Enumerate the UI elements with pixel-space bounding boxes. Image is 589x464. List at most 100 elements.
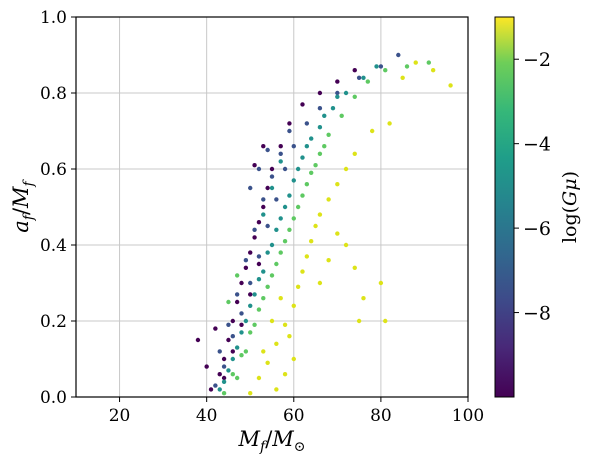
scatter-point — [269, 185, 275, 191]
scatter-point — [352, 151, 357, 156]
y-tick-label: 0.4 — [40, 236, 67, 256]
scatter-point — [326, 197, 331, 202]
scatter-point — [261, 197, 266, 202]
scatter-point — [317, 151, 323, 156]
scatter-point — [287, 128, 292, 134]
scatter-point — [217, 387, 222, 392]
scatter-point — [300, 102, 305, 107]
scatter-point — [291, 144, 296, 149]
scatter-point — [226, 299, 231, 305]
y-tick-label: 1.0 — [40, 8, 67, 28]
scatter-point — [248, 303, 253, 308]
scatter-point — [374, 64, 379, 69]
scatter-point — [322, 144, 327, 149]
scatter-point — [274, 341, 279, 346]
scatter-point — [248, 280, 253, 286]
scatter-point — [243, 258, 249, 263]
scatter-point — [343, 166, 349, 172]
scatter-point — [256, 261, 262, 267]
scatter-point — [339, 113, 344, 119]
scatter-point — [287, 121, 292, 126]
grid-lines — [76, 16, 469, 398]
scatter-point — [278, 296, 283, 301]
y-tick-label: 0.6 — [40, 160, 67, 180]
scatter-point — [378, 280, 384, 286]
x-tick-label: 60 — [283, 406, 305, 426]
scatter-point — [278, 144, 283, 149]
scatter-point — [252, 235, 257, 240]
scatter-point — [313, 163, 318, 168]
scatter-point — [291, 303, 296, 308]
scatter-point — [234, 273, 240, 278]
scatter-point — [387, 121, 392, 126]
scatter-point — [213, 383, 218, 388]
scatter-point — [278, 151, 283, 156]
scatter-point — [221, 364, 227, 369]
scatter-point — [261, 212, 266, 217]
scatter-point — [274, 387, 279, 392]
plot-frame — [75, 16, 469, 398]
scatter-point — [278, 250, 283, 255]
y-tick-label: 0.2 — [40, 312, 67, 332]
scatter-point — [217, 349, 222, 354]
scatter-point — [248, 330, 253, 335]
scatter-point — [261, 144, 266, 149]
scatter-point — [226, 322, 231, 327]
scatter-point — [234, 299, 240, 305]
scatter-point — [304, 254, 310, 259]
scatter-point — [282, 166, 288, 172]
scatter-point — [221, 375, 227, 381]
scatter-point — [239, 353, 244, 358]
x-tick-label: 100 — [452, 406, 484, 426]
scatter-point — [261, 349, 266, 354]
scatter-point — [248, 292, 253, 297]
scatter-point — [304, 144, 310, 149]
scatter-point — [278, 216, 283, 221]
scatter-point — [282, 322, 288, 327]
scatter-point — [234, 345, 240, 350]
scatter-point — [243, 349, 249, 354]
scatter-point — [313, 223, 318, 229]
scatter-point — [195, 337, 201, 343]
x-tick-label: 40 — [196, 406, 218, 426]
scatter-point — [282, 204, 288, 210]
scatter-point — [287, 193, 292, 198]
colorbar-tick-label: −2 — [523, 49, 551, 71]
scatter-point — [230, 356, 235, 362]
scatter-point — [230, 349, 235, 354]
scatter-point — [309, 239, 314, 244]
y-tick-label: 0.8 — [40, 84, 67, 104]
scatter-point — [256, 375, 262, 381]
scatter-point — [226, 368, 231, 373]
scatter-point — [274, 261, 279, 267]
scatter-point — [295, 204, 301, 210]
scatter-point — [234, 292, 240, 297]
colorbar-ticks: −2 −4 −6 −8 — [514, 49, 551, 325]
scatter-point — [383, 318, 388, 324]
scatter-point — [274, 197, 279, 202]
scatter-point — [448, 83, 453, 88]
scatter-point — [361, 296, 366, 301]
scatter-point — [256, 220, 262, 225]
scatter-point — [239, 280, 244, 286]
scatter-point — [335, 182, 340, 187]
scatter-point — [230, 318, 235, 324]
scatter-point — [221, 356, 227, 362]
scatter-point — [335, 231, 340, 236]
scatter-point — [261, 204, 266, 210]
scatter-point — [317, 125, 323, 130]
scatter-point — [265, 360, 270, 365]
scatter-point — [230, 372, 235, 377]
scatter-point — [309, 170, 314, 175]
colorbar — [494, 16, 515, 398]
scatter-point — [369, 128, 375, 134]
scatter-point — [256, 166, 262, 172]
scatter-point — [361, 75, 366, 81]
scatter-point — [282, 239, 288, 244]
scatter-point — [252, 227, 257, 232]
scatter-point — [217, 372, 222, 377]
scatter-point — [239, 322, 244, 327]
scatter-point — [265, 147, 270, 153]
scatter-point — [317, 280, 323, 286]
scatter-point — [396, 52, 401, 58]
